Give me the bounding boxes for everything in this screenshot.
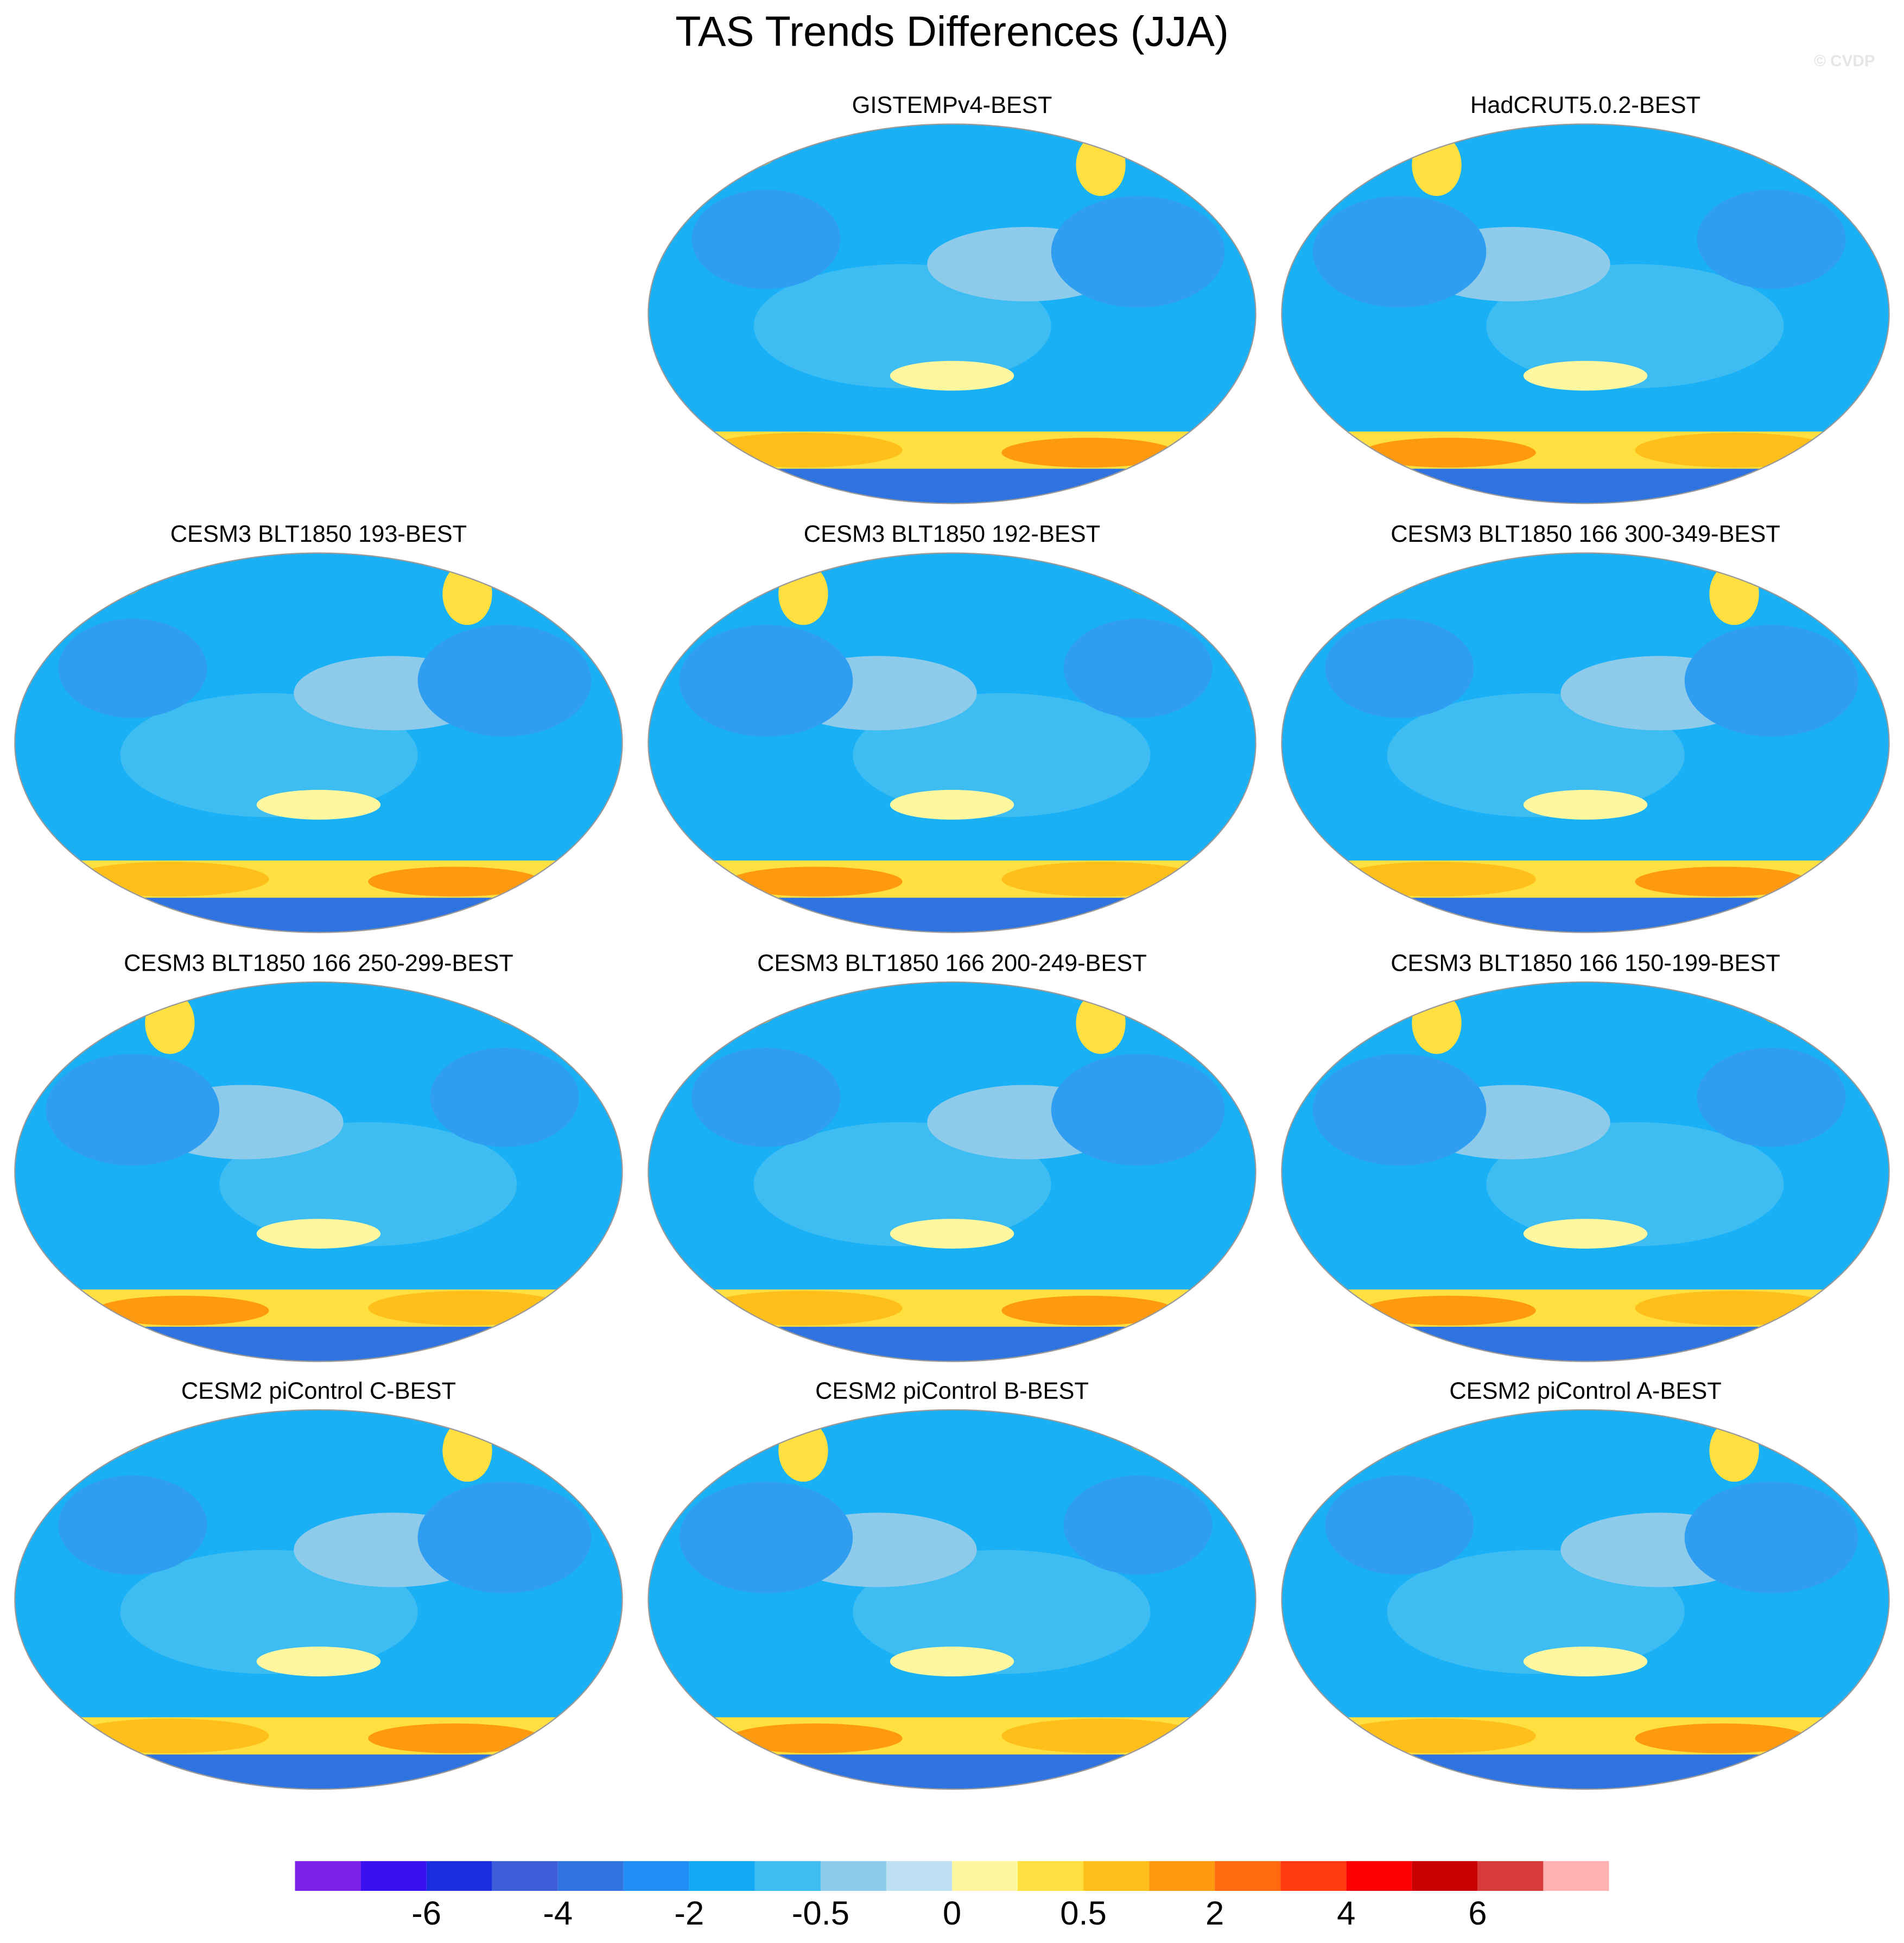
map-outline: [14, 981, 623, 1362]
colorbar-box: [623, 1861, 689, 1891]
panel-title: HadCRUT5.0.2-BEST: [1470, 92, 1700, 118]
map-panel: [648, 1409, 1256, 1789]
panel-title: CESM2 piControl C-BEST: [181, 1378, 456, 1404]
panel-title: CESM2 piControl B-BEST: [815, 1378, 1089, 1404]
panel-title: GISTEMPv4-BEST: [852, 92, 1052, 118]
watermark: © CVDP: [1814, 52, 1875, 70]
map-outline: [1281, 123, 1890, 504]
colorbar-box: [557, 1861, 624, 1891]
map-field: [648, 553, 1256, 933]
map-outline: [1281, 981, 1890, 1362]
panel-title: CESM2 piControl A-BEST: [1449, 1378, 1721, 1404]
panel-title: CESM3 BLT1850 166 250-299-BEST: [124, 950, 513, 976]
colorbar-label: 6: [1468, 1895, 1487, 1932]
panel-title: CESM3 BLT1850 193-BEST: [170, 521, 467, 547]
colorbar-box: [360, 1861, 427, 1891]
chart-title: TAS Trends Differences (JJA): [675, 9, 1229, 55]
map-outline: [648, 1409, 1256, 1790]
panel-title: CESM3 BLT1850 166 200-249-BEST: [757, 950, 1147, 976]
colorbar-box: [820, 1861, 886, 1891]
colorbar-box: [295, 1861, 361, 1891]
colorbar-label: 0.5: [1060, 1895, 1107, 1932]
colorbar-box: [1543, 1861, 1609, 1891]
colorbar-label: -2: [674, 1895, 704, 1932]
map-field: [1281, 1409, 1889, 1789]
map-outline: [1281, 1409, 1890, 1790]
colorbar-box: [754, 1861, 821, 1891]
map-panel: [15, 553, 623, 933]
map-outline: [14, 1409, 623, 1790]
map-panel: [648, 982, 1256, 1362]
map-panel: [1281, 553, 1889, 933]
colorbar-box: [689, 1861, 755, 1891]
map-outline: [648, 981, 1256, 1362]
map-field: [15, 982, 623, 1362]
map-panel: [1281, 982, 1889, 1362]
colorbar-box: [1018, 1861, 1084, 1891]
colorbar-box: [1477, 1861, 1544, 1891]
map-field: [648, 1409, 1256, 1789]
map-outline: [648, 123, 1256, 504]
colorbar-label: -6: [411, 1895, 441, 1932]
colorbar-box: [1280, 1861, 1347, 1891]
colorbar-box: [1149, 1861, 1215, 1891]
map-field: [648, 982, 1256, 1362]
map-panel: [15, 1409, 623, 1789]
map-field: [648, 124, 1256, 504]
panel-title: CESM3 BLT1850 166 300-349-BEST: [1391, 521, 1780, 547]
map-panel: [648, 553, 1256, 933]
map-outline: [1281, 552, 1890, 933]
colorbar-box: [952, 1861, 1018, 1891]
map-panel: [648, 124, 1256, 504]
panel-title: CESM3 BLT1850 192-BEST: [804, 521, 1100, 547]
panel-title: CESM3 BLT1850 166 150-199-BEST: [1391, 950, 1780, 976]
map-outline: [648, 552, 1256, 933]
map-field: [1281, 124, 1889, 504]
map-panel: [1281, 124, 1889, 504]
map-outline: [14, 552, 623, 933]
map-panel: [1281, 1409, 1889, 1789]
colorbar-label: -4: [543, 1895, 573, 1932]
colorbar-box: [426, 1861, 492, 1891]
map-field: [15, 1409, 623, 1789]
map-field: [15, 553, 623, 933]
colorbar-label: -0.5: [792, 1895, 849, 1932]
colorbar-label: 4: [1337, 1895, 1355, 1932]
colorbar-box: [1215, 1861, 1281, 1891]
map-panel: [15, 982, 623, 1362]
map-field: [1281, 982, 1889, 1362]
colorbar-box: [1412, 1861, 1478, 1891]
map-field: [1281, 553, 1889, 933]
colorbar-box: [886, 1861, 952, 1891]
colorbar-box: [1083, 1861, 1150, 1891]
colorbar-box: [1346, 1861, 1412, 1891]
colorbar-label: 2: [1205, 1895, 1224, 1932]
colorbar-label: 0: [943, 1895, 961, 1932]
colorbar-box: [492, 1861, 558, 1891]
